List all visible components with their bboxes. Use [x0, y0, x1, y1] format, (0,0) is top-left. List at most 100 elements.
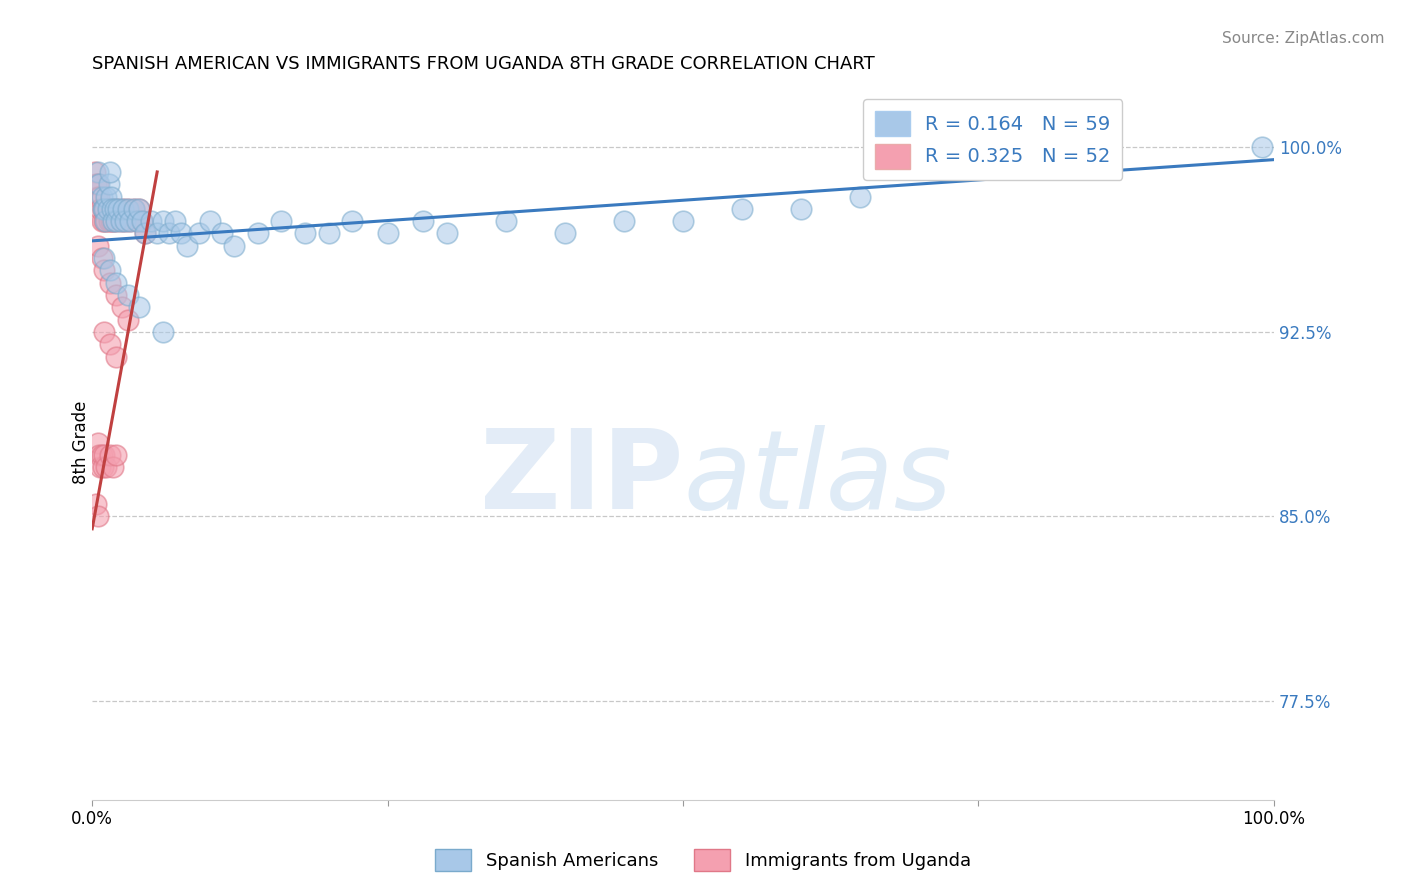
Point [128, 202, 150, 216]
Point [340, 214, 363, 228]
Point [96, 460, 118, 475]
Point [84, 497, 107, 511]
Point [125, 214, 148, 228]
Point [94, 202, 117, 216]
Point [790, 202, 813, 216]
Point [98, 263, 121, 277]
Point [100, 214, 122, 228]
Point [104, 448, 127, 462]
Point [110, 214, 132, 228]
Point [294, 227, 316, 241]
Point [87, 165, 110, 179]
Text: atlas: atlas [683, 425, 952, 532]
Point [122, 202, 145, 216]
Legend: R = 0.164   N = 59, R = 0.325   N = 52: R = 0.164 N = 59, R = 0.325 N = 52 [863, 99, 1122, 180]
Point [318, 227, 340, 241]
Point [187, 227, 209, 241]
Point [122, 202, 145, 216]
Point [94, 214, 117, 228]
Point [97, 214, 120, 228]
Point [176, 239, 198, 253]
Point [84, 178, 107, 192]
Point [114, 214, 136, 228]
Point [98, 337, 121, 351]
Point [152, 325, 174, 339]
Point [114, 214, 136, 228]
Point [117, 312, 139, 326]
Point [87, 509, 110, 524]
Point [104, 214, 127, 228]
Point [495, 214, 517, 228]
Point [110, 214, 132, 228]
Point [86, 189, 108, 203]
Point [118, 214, 141, 228]
Text: SPANISH AMERICAN VS IMMIGRANTS FROM UGANDA 8TH GRADE CORRELATION CHART: SPANISH AMERICAN VS IMMIGRANTS FROM UGAN… [93, 55, 875, 73]
Point [98, 448, 121, 462]
Point [157, 227, 180, 241]
Point [97, 178, 120, 192]
Point [111, 202, 134, 216]
Legend: Spanish Americans, Immigrants from Uganda: Spanish Americans, Immigrants from Ugand… [427, 842, 979, 879]
Point [93, 214, 115, 228]
Point [141, 214, 163, 228]
Point [90, 448, 112, 462]
Text: ZIP: ZIP [479, 425, 683, 532]
Point [93, 325, 115, 339]
Point [104, 288, 127, 302]
Point [146, 227, 169, 241]
Point [170, 227, 193, 241]
Point [412, 214, 434, 228]
Point [117, 288, 139, 302]
Point [111, 301, 134, 315]
Point [89, 448, 111, 462]
Point [107, 202, 129, 216]
Point [377, 227, 399, 241]
Point [91, 202, 114, 216]
Point [118, 214, 141, 228]
Point [117, 202, 139, 216]
Point [90, 189, 112, 203]
Point [200, 214, 222, 228]
Point [91, 460, 114, 475]
Point [613, 214, 636, 228]
Point [111, 202, 134, 216]
Point [104, 214, 127, 228]
Point [103, 214, 125, 228]
Point [134, 227, 156, 241]
Point [211, 227, 233, 241]
Point [117, 202, 139, 216]
Point [89, 178, 111, 192]
Point [131, 214, 153, 228]
Point [107, 202, 129, 216]
Point [163, 214, 186, 228]
Point [87, 178, 110, 192]
Point [731, 202, 754, 216]
Point [89, 460, 111, 475]
Point [128, 202, 150, 216]
Point [96, 202, 118, 216]
Point [93, 251, 115, 265]
Point [101, 202, 124, 216]
Point [849, 189, 872, 203]
Point [554, 227, 576, 241]
Point [131, 214, 153, 228]
Text: Source: ZipAtlas.com: Source: ZipAtlas.com [1222, 31, 1385, 46]
Point [436, 227, 458, 241]
Point [134, 227, 156, 241]
Point [98, 202, 121, 216]
Point [89, 202, 111, 216]
Point [93, 202, 115, 216]
Point [90, 214, 112, 228]
Point [98, 165, 121, 179]
Point [104, 276, 127, 290]
Point [91, 202, 114, 216]
Point [98, 276, 121, 290]
Point [96, 189, 118, 203]
Point [104, 202, 127, 216]
Point [103, 214, 125, 228]
Point [222, 239, 245, 253]
Point [89, 189, 111, 203]
Y-axis label: 8th Grade: 8th Grade [72, 401, 90, 484]
Point [672, 214, 695, 228]
Point [96, 202, 118, 216]
